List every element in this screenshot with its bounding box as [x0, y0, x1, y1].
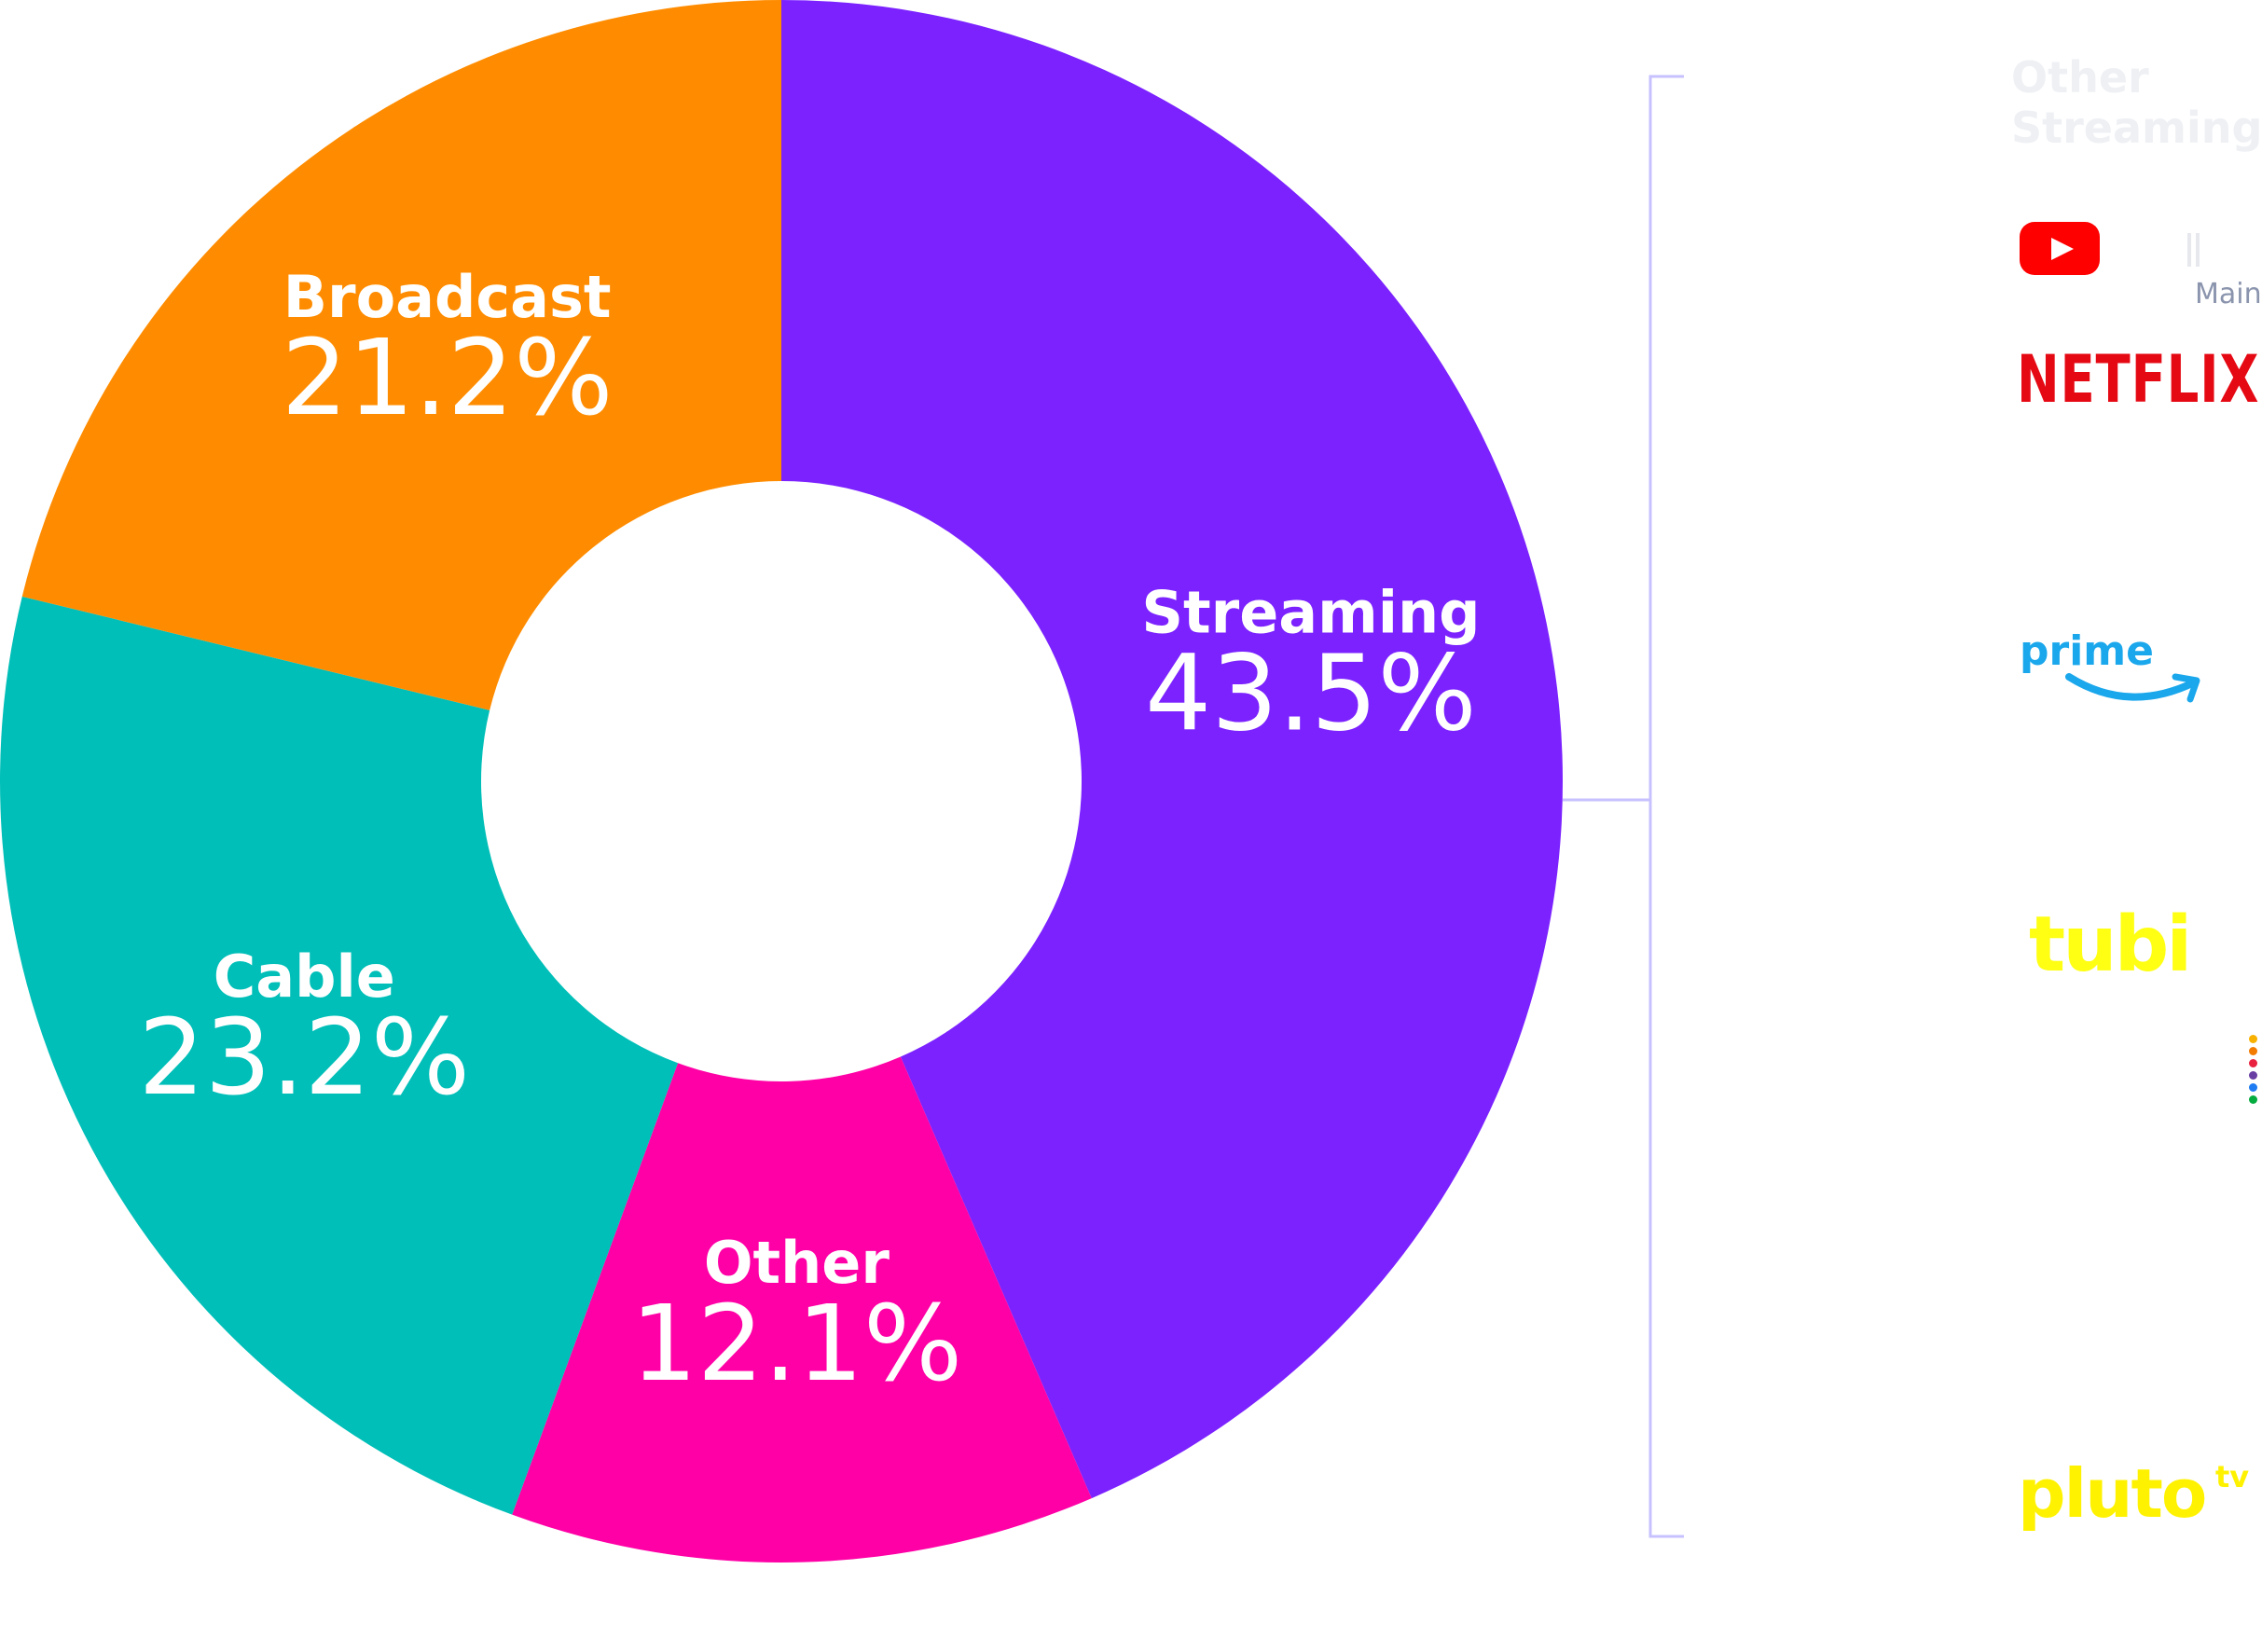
- tubi-logo: tubi: [2029, 901, 2192, 989]
- donut-slices: [0, 0, 1563, 1563]
- pluto-tv-superscript: tv: [2215, 1459, 2250, 1494]
- youtube-play-icon: [2020, 222, 2100, 275]
- slice-label-other: Other: [704, 1229, 890, 1297]
- netflix-logo: NETFLIX: [2017, 341, 2260, 418]
- slice-broadcast: [21, 0, 782, 710]
- peacock-dots-icon: [2249, 1035, 2258, 1108]
- peacock-dot: [2249, 1047, 2257, 1055]
- amazon-smile-icon: [2065, 673, 2200, 703]
- breakout-connector: [1563, 75, 1684, 1538]
- connector-bracket: [1648, 75, 1684, 1538]
- slice-other: [512, 1056, 1092, 1563]
- slice-label-broadcast: Broadcast: [283, 263, 612, 331]
- slice-value-other: 12.1%: [630, 1284, 962, 1405]
- slice-value-broadcast: 21.2%: [282, 318, 614, 439]
- peacock-dot: [2249, 1083, 2257, 1092]
- pluto-logo: pluto: [2018, 1454, 2207, 1533]
- peacock-dot: [2249, 1059, 2257, 1067]
- slice-label-cable: Cable: [214, 943, 395, 1011]
- peacock-dot: [2249, 1035, 2257, 1043]
- slice-value-cable: 23.2%: [138, 998, 470, 1119]
- youtube-tv-icon: [2187, 233, 2200, 267]
- peacock-dot: [2249, 1071, 2257, 1080]
- slice-streaming: [781, 0, 1563, 1499]
- prime-logo: prime: [2020, 627, 2154, 675]
- slice-label-streaming: Streaming: [1141, 578, 1480, 646]
- youtube-main-label: Main: [2195, 278, 2262, 310]
- slice-value-streaming: 43.5%: [1145, 633, 1477, 754]
- peacock-dot: [2249, 1095, 2257, 1104]
- breakout-title: Other Streaming: [2011, 52, 2262, 153]
- slice-cable: [0, 596, 679, 1515]
